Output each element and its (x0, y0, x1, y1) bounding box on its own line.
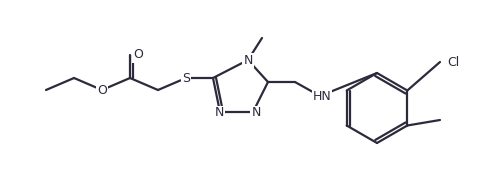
Text: O: O (133, 49, 143, 62)
Text: N: N (244, 54, 253, 67)
Text: S: S (182, 71, 190, 84)
Text: O: O (97, 83, 107, 96)
Text: Cl: Cl (447, 56, 459, 69)
Text: HN: HN (313, 89, 331, 102)
Text: N: N (214, 107, 224, 120)
Text: N: N (251, 107, 261, 120)
